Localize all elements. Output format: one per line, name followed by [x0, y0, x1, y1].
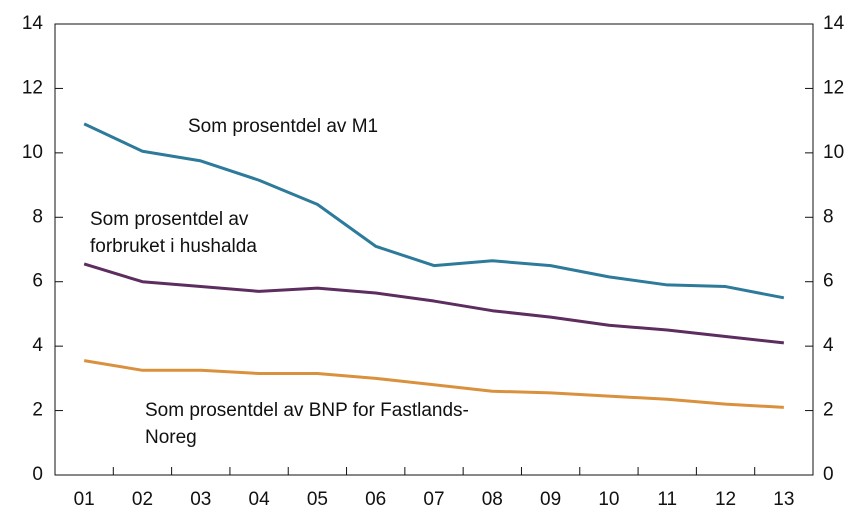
x-tick-label: 05: [307, 489, 328, 510]
series-line: [83, 262, 785, 345]
annotation: forbruket i hushalda: [90, 236, 257, 257]
y-tick-label: 8: [32, 206, 43, 227]
x-tick-label: 11: [657, 489, 677, 510]
x-tick-label: 06: [365, 489, 386, 510]
series-line: [83, 122, 785, 300]
x-tick-label: 12: [715, 489, 736, 510]
x-tick-label: 08: [482, 489, 503, 510]
y2-tick-label: 12: [823, 77, 844, 98]
y-tick-label: 2: [32, 400, 43, 421]
y-tick-label: 10: [22, 142, 43, 163]
plot-frame: [54, 23, 814, 476]
annotation: Som prosentdel av BNP for Fastlands-: [145, 400, 469, 421]
x-tick-label: 09: [540, 489, 561, 510]
y2-tick-label: 6: [823, 271, 834, 292]
y-tick-label: 6: [32, 271, 43, 292]
y-tick-label: 12: [22, 77, 43, 98]
x-tick-label: 01: [74, 489, 95, 510]
x-tick-label: 02: [132, 489, 153, 510]
y2-tick-label: 2: [823, 400, 834, 421]
y2-tick-label: 10: [823, 142, 844, 163]
y2-tick-label: 0: [823, 464, 834, 485]
y-tick-label: 0: [32, 464, 43, 485]
annotation: Noreg: [145, 427, 197, 448]
series-line: [83, 359, 784, 409]
x-tick-label: 03: [190, 489, 211, 510]
y2-tick-label: 14: [823, 13, 845, 34]
x-tick-label: 13: [773, 489, 794, 510]
y-tick-label: 4: [32, 335, 43, 356]
x-tick-label: 10: [598, 489, 619, 510]
y-tick-label: 14: [22, 13, 44, 34]
y2-tick-label: 4: [823, 335, 834, 356]
x-tick-label: 07: [423, 489, 444, 510]
annotation: Som prosentdel av: [90, 209, 249, 230]
annotation: Som prosentdel av M1: [188, 116, 378, 137]
x-tick-label: 04: [249, 489, 271, 510]
y2-tick-label: 8: [823, 206, 834, 227]
